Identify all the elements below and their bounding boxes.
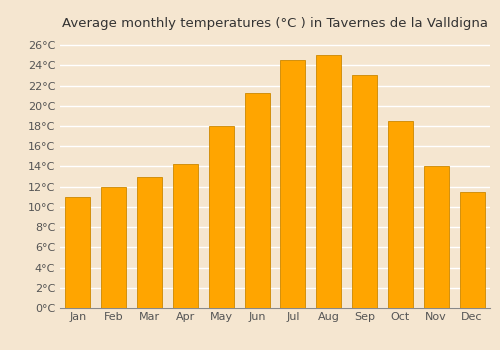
Bar: [66, 197, 90, 308]
Bar: [424, 167, 449, 308]
Bar: [352, 76, 377, 308]
Bar: [173, 164, 198, 308]
Bar: [101, 187, 126, 308]
Bar: [244, 93, 270, 308]
Title: Average monthly temperatures (°C ) in Tavernes de la Valldigna: Average monthly temperatures (°C ) in Ta…: [62, 17, 488, 30]
Bar: [460, 192, 484, 308]
Bar: [137, 176, 162, 308]
Bar: [208, 126, 234, 308]
Bar: [388, 121, 413, 308]
Bar: [280, 60, 305, 308]
Bar: [316, 55, 342, 308]
